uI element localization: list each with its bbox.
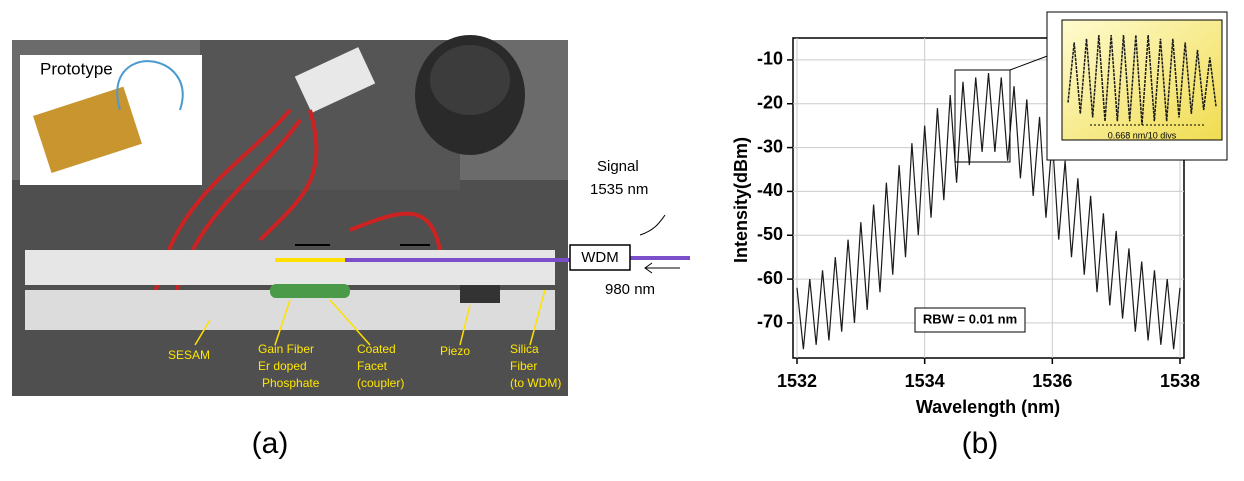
pump-label: 980 nm (605, 281, 655, 298)
gain-fiber-label: Gain Fiber Er doped Phosphate (258, 342, 320, 390)
silica-fiber-label: Silica Fiber (to WDM) (510, 342, 561, 390)
y-tick-label: -60 (757, 268, 783, 288)
zoom-connector (1009, 54, 1051, 71)
inset-label: Prototype (40, 59, 113, 78)
y-tick-label: -10 (757, 49, 783, 69)
y-tick-label: -70 (757, 312, 783, 332)
wdm-label: WDM (581, 249, 619, 266)
y-tick-label: -40 (757, 180, 783, 200)
plot: -10 -20 -30 -40 -50 -60 -70 1532 1534 1536 1538 RBW… (757, 11, 1228, 391)
x-tick-label: 1538 (1160, 371, 1200, 391)
y-axis-label: Intensity(dBm) (731, 137, 751, 263)
coated-facet-label: Coated Facet (coupler) (357, 342, 404, 390)
sesam-label: SESAM (168, 348, 210, 362)
photo (12, 35, 690, 396)
zoom-box (954, 69, 1011, 163)
x-tick-label: 1534 (905, 371, 945, 391)
inset-annotation: 0.668 nm/10 divs (1108, 130, 1177, 140)
y-tick-label: -50 (757, 224, 783, 244)
annotation: RBW = 0.01 nm (923, 311, 1017, 326)
panel-label: (b) (962, 427, 999, 460)
spectrum-line (796, 73, 1181, 350)
y-tick-label: -30 (757, 136, 783, 156)
x-tick-label: 1532 (777, 371, 817, 391)
annotation-box (914, 307, 1026, 333)
x-axis-label: Wavelength (nm) (916, 397, 1060, 417)
y-tick-label: -20 (757, 93, 783, 113)
piezo-label: Piezo (440, 344, 470, 358)
signal-label: Signal 1535 nm (590, 158, 648, 198)
panel-label: (a) (252, 427, 289, 460)
x-tick-label: 1536 (1032, 371, 1072, 391)
